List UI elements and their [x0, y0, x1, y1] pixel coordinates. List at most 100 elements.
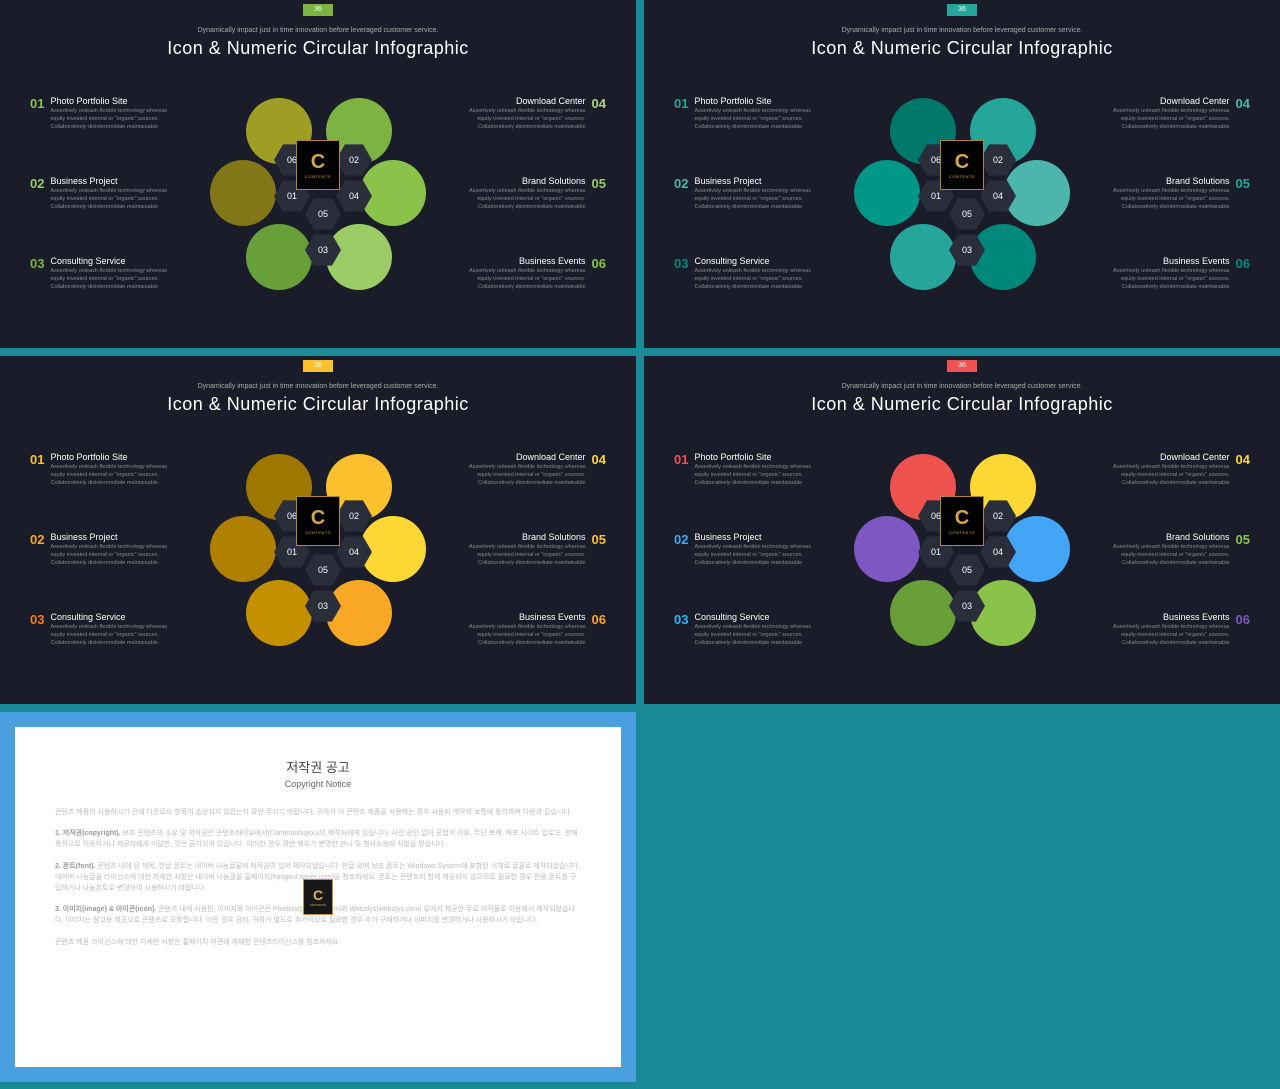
slide-tab: 36 [303, 4, 333, 16]
item-desc: Assertively unleash flexible technology … [694, 464, 824, 487]
item-title: Photo Portfolio Site [694, 452, 824, 462]
item-right-1: 04 Download Center Assertively unleash fl… [456, 96, 606, 131]
item-right-2: 05 Brand SolutionsAssertively unleash fl… [456, 176, 606, 211]
item-desc: Assertively unleash flexible technology … [694, 624, 824, 647]
petal-4 [246, 224, 312, 290]
item-right-3: 06 Business EventsAssertively unleash fl… [1100, 612, 1250, 647]
petal-4 [890, 580, 956, 646]
item-number: 04 [1236, 452, 1250, 467]
item-left-1: 01 Photo Portfolio SiteAssertively unlea… [674, 96, 824, 131]
item-left-2: 02 Business ProjectAssertively unleash f… [30, 532, 180, 567]
slide-title: Icon & Numeric Circular Infographic [674, 38, 1250, 59]
item-right-2: 05 Brand SolutionsAssertively unleash fl… [1100, 532, 1250, 567]
petal-5 [210, 516, 276, 582]
item-title: Photo Portfolio Site [50, 452, 180, 462]
item-desc: Assertively unleash flexible technology … [456, 188, 586, 211]
copyright-paragraph: 콘텐츠 제품 라이선스에 대한 자세한 사항은 홈페이지 약관에 게재한 콘텐츠… [55, 937, 581, 948]
slide-tab: 36 [947, 360, 977, 372]
copyright-paragraph: 1. 저작권(copyright). 보조 콘텐츠의 소유 및 저작권은 콘텐츠… [55, 828, 581, 850]
item-left-2: 02 Business ProjectAssertively unleash f… [30, 176, 180, 211]
item-left-3: 03 Consulting ServiceAssertively unleash… [30, 256, 180, 291]
item-title: Download Center [1100, 96, 1230, 106]
item-title: Photo Portfolio Site [50, 96, 180, 106]
item-number: 03 [30, 612, 44, 627]
item-desc: Assertively unleash flexible technology … [50, 108, 180, 131]
item-number: 02 [674, 176, 688, 191]
copyright-body: 콘텐츠 제품의 사용하시기 전에 다운로드 항목이 손상되지 않았는지 확인 주… [55, 807, 581, 948]
center-logo: CCONTENTS [940, 140, 984, 190]
item-number: 05 [1236, 532, 1250, 547]
item-right-3: 06 Business EventsAssertively unleash fl… [456, 256, 606, 291]
item-title: Brand Solutions [1100, 176, 1230, 186]
item-desc: Assertively unleash flexible technology … [456, 108, 586, 131]
item-desc: Assertively unleash flexible technology … [50, 188, 180, 211]
infographic-slide-2: 36 Dynamically impact just in time innov… [644, 0, 1280, 348]
item-right-3: 06 Business EventsAssertively unleash fl… [1100, 256, 1250, 291]
item-right-3: 06 Business EventsAssertively unleash fl… [456, 612, 606, 647]
infographic-slide-3: 36 Dynamically impact just in time innov… [0, 356, 636, 704]
item-title: Download Center [456, 96, 586, 106]
item-left-1: 01 Photo Portfolio SiteAssertively unlea… [30, 96, 180, 131]
item-number: 06 [1236, 612, 1250, 627]
item-number: 05 [592, 176, 606, 191]
item-title: Business Events [456, 256, 586, 266]
item-title: Consulting Service [50, 256, 180, 266]
item-left-2: 02 Business ProjectAssertively unleash f… [674, 532, 824, 567]
item-desc: Assertively unleash flexible technology … [1100, 544, 1230, 567]
left-column: 01 Photo Portfolio SiteAssertively unlea… [674, 430, 824, 670]
item-number: 01 [674, 96, 688, 111]
item-desc: Assertively unleash flexible technology … [456, 624, 586, 647]
item-number: 03 [674, 612, 688, 627]
right-column: 04 Download Center Assertively unleash fl… [456, 74, 606, 314]
slide-title: Icon & Numeric Circular Infographic [30, 394, 606, 415]
center-logo: CCONTENTS [296, 496, 340, 546]
slide-subtitle: Dynamically impact just in time innovati… [674, 27, 1250, 34]
slide-subtitle: Dynamically impact just in time innovati… [674, 383, 1250, 390]
empty-cell [644, 712, 1280, 1082]
item-left-2: 02 Business ProjectAssertively unleash f… [674, 176, 824, 211]
infographic-slide-1: 36 Dynamically impact just in time innov… [0, 0, 636, 348]
item-number: 05 [592, 532, 606, 547]
petal-5 [854, 516, 920, 582]
slide-subtitle: Dynamically impact just in time innovati… [30, 27, 606, 34]
item-left-3: 03 Consulting ServiceAssertively unleash… [30, 612, 180, 647]
item-desc: Assertively unleash flexible technology … [1100, 108, 1230, 131]
copyright-title: 저작권 공고 [55, 757, 581, 776]
item-title: Business Project [694, 176, 824, 186]
item-left-3: 03 Consulting ServiceAssertively unleash… [674, 612, 824, 647]
item-desc: Assertively unleash flexible technology … [456, 268, 586, 291]
hex-05: 05 [949, 552, 985, 588]
right-column: 04 Download CenterAssertively unleash fl… [1100, 74, 1250, 314]
petal-5 [854, 160, 920, 226]
item-right-2: 05 Brand Solutions Assertively unleash fl… [456, 532, 606, 567]
circular-diagram: 010504020306 CCONTENTS [208, 84, 428, 304]
petal-4 [890, 224, 956, 290]
item-title: Download Center [1100, 452, 1230, 462]
left-column: 01 Photo Portfolio SiteAssertively unlea… [674, 74, 824, 314]
item-desc: Assertively unleash flexible technology … [456, 464, 586, 487]
item-desc: Assertively unleash flexible technology … [1100, 624, 1230, 647]
item-title: Brand Solutions [456, 532, 586, 542]
copyright-slide: 저작권 공고 Copyright Notice 콘텐츠 제품의 사용하시기 전에… [0, 712, 636, 1082]
item-desc: Assertively unleash flexible technology … [1100, 188, 1230, 211]
item-desc: Assertively unleash flexible technology … [694, 108, 824, 131]
item-number: 05 [1236, 176, 1250, 191]
item-number: 06 [592, 612, 606, 627]
item-number: 02 [30, 532, 44, 547]
item-desc: Assertively unleash flexible technology … [50, 268, 180, 291]
item-desc: Assertively unleash flexible technology … [50, 464, 180, 487]
right-column: 04 Download Center Assertively unleash fl… [1100, 430, 1250, 670]
item-right-2: 05 Brand Solutions Assertively unleash fl… [1100, 176, 1250, 211]
item-desc: Assertively unleash flexible technology … [456, 544, 586, 567]
center-logo: CCONTENTS [940, 496, 984, 546]
left-column: 01 Photo Portfolio SiteAssertively unlea… [30, 430, 180, 670]
item-number: 04 [592, 96, 606, 111]
item-title: Business Project [50, 176, 180, 186]
item-left-3: 03 Consulting ServiceAssertively unleash… [674, 256, 824, 291]
item-right-1: 04 Download CenterAssertively unleash fl… [1100, 96, 1250, 131]
circular-diagram: 010504020306 CCONTENTS [208, 440, 428, 660]
item-title: Download Center [456, 452, 586, 462]
item-title: Business Events [1100, 256, 1230, 266]
copyright-paragraph: 콘텐츠 제품의 사용하시기 전에 다운로드 항목이 손상되지 않았는지 확인 주… [55, 807, 581, 818]
circular-diagram: 010504020306 CCONTENTS [852, 84, 1072, 304]
